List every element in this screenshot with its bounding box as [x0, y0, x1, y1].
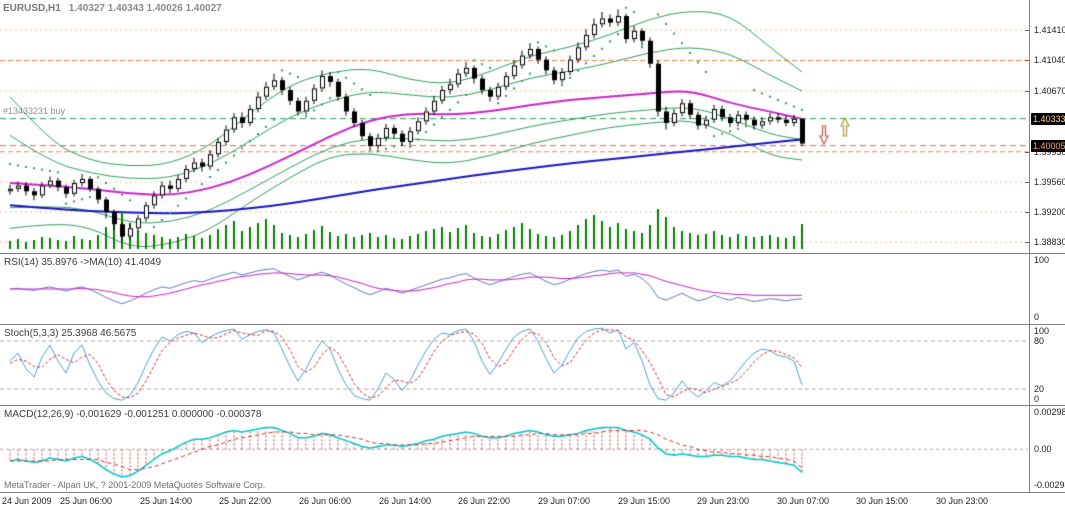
rsi-label: RSI(14) 35.8976 ->MA(10) 41.4049	[4, 257, 162, 268]
ohlc-readout: 1.40327 1.40343 1.40026 1.40027	[68, 3, 222, 14]
price-axis-label: 1.41410	[1034, 25, 1065, 36]
macd-axis-label: -0.00294	[1034, 480, 1065, 490]
time-axis-label: 25 Jun 14:00	[140, 496, 193, 506]
time-axis-label: 30 Jun 23:00	[936, 496, 989, 506]
price-axis-tick	[1025, 211, 1029, 213]
price-axis-label: 1.39560	[1034, 177, 1065, 188]
time-axis-label: 29 Jun 07:00	[538, 496, 591, 506]
stoch-axis-label: 100	[1034, 326, 1050, 336]
price-axis-tick	[1025, 90, 1029, 92]
time-axis-label: 24 Jun 2009	[2, 496, 52, 506]
time-axis-label: 29 Jun 15:00	[618, 496, 671, 506]
stoch-label: Stoch(5,3,3) 25.3968 46.5675	[4, 328, 137, 339]
price-axis-label: 1.38830	[1034, 237, 1065, 248]
panel-separator[interactable]	[0, 324, 1065, 325]
macd-panel-canvas[interactable]	[0, 406, 1028, 492]
order-price-tag: 1.40333	[1031, 112, 1065, 125]
rsi-axis-label: 0	[1034, 312, 1040, 322]
time-axis-label: 30 Jun 07:00	[777, 496, 830, 506]
price-axis-tick	[1025, 242, 1029, 244]
stoch-axis-label: 20	[1034, 384, 1045, 394]
stoch-axis-label: 0	[1034, 394, 1040, 404]
time-axis-label: 25 Jun 06:00	[60, 496, 113, 506]
price-chart-canvas[interactable]	[0, 0, 1028, 253]
panel-separator[interactable]	[0, 492, 1065, 493]
time-axis-label: 30 Jun 15:00	[856, 496, 909, 506]
price-axis-border	[1029, 0, 1030, 493]
rsi-panel-canvas[interactable]	[0, 254, 1028, 324]
price-axis-tick	[1025, 151, 1029, 153]
price-axis-tick	[1025, 182, 1029, 184]
macd-label: MACD(12,26,9) -0.001629 -0.001251 0.0000…	[4, 409, 262, 420]
price-axis-label: 1.39200	[1034, 206, 1065, 217]
price-axis-tick	[1025, 60, 1029, 62]
macd-axis-label: 0.002988	[1034, 407, 1065, 417]
price-axis-tick	[1025, 30, 1029, 32]
chart-title: EURUSD,H1 1.40327 1.40343 1.40026 1.40027	[3, 3, 222, 14]
price-axis-label: 1.39930	[1034, 146, 1065, 157]
price-axis-label: 1.40670	[1034, 85, 1065, 96]
time-axis-label: 26 Jun 14:00	[379, 496, 432, 506]
panel-separator[interactable]	[0, 253, 1065, 254]
stoch-panel-canvas[interactable]	[0, 325, 1028, 405]
copyright-text: MetaTrader - Alpari UK, ? 2001-2009 Meta…	[4, 480, 266, 490]
price-axis-label: 1.41040	[1034, 55, 1065, 66]
order-label: #13433231 buy	[3, 106, 66, 116]
stoch-axis-label: 80	[1034, 336, 1045, 346]
time-axis-label: 26 Jun 06:00	[299, 496, 352, 506]
symbol-timeframe: EURUSD,H1	[3, 3, 61, 14]
time-axis[interactable]: 24 Jun 2009 25 Jun 06:00 25 Jun 14:00 25 Ju…	[0, 493, 1065, 514]
macd-axis-label: 0.00	[1034, 444, 1052, 455]
time-axis-label: 25 Jun 22:00	[219, 496, 272, 506]
time-axis-label: 29 Jun 23:00	[697, 496, 750, 506]
panel-separator[interactable]	[0, 405, 1065, 406]
rsi-axis-label: 100	[1034, 255, 1050, 265]
bid-price-tag: 1.40005	[1031, 139, 1065, 152]
time-axis-label: 26 Jun 22:00	[458, 496, 511, 506]
